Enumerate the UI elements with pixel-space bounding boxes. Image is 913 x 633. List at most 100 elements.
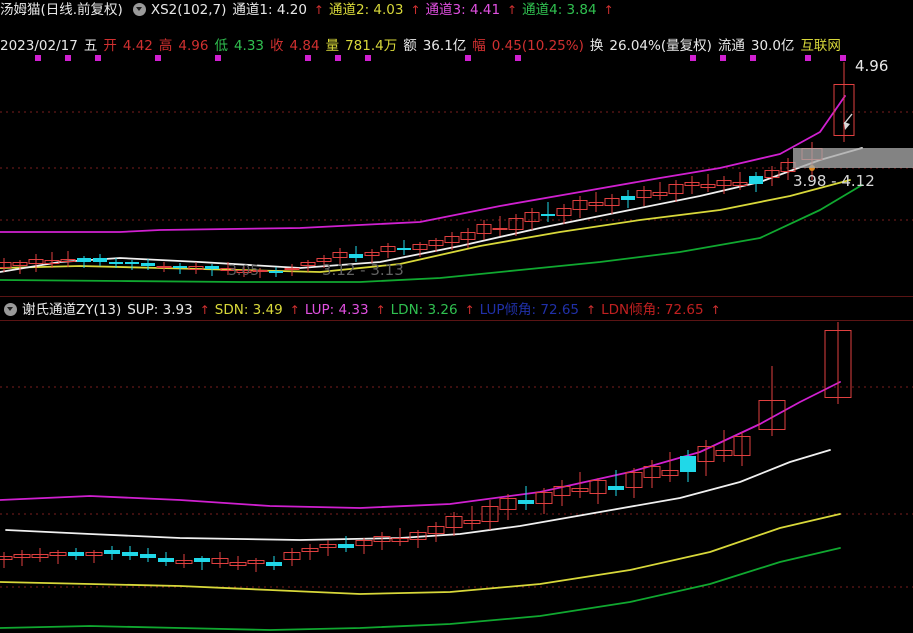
float-label: 流通 xyxy=(717,38,745,54)
indicator-title: 谢氏通道ZY(13) xyxy=(22,302,122,318)
candlestick xyxy=(625,468,643,498)
channel-chart-pane[interactable] xyxy=(0,322,913,633)
candlestick xyxy=(758,366,786,436)
candlestick xyxy=(284,264,300,276)
candlestick xyxy=(109,258,123,268)
high-value: 4.96 xyxy=(178,38,209,54)
sup-value-arrow-icon: ↑ xyxy=(199,303,210,317)
indicator-name: XS2(102,7) xyxy=(150,2,227,18)
channel3-value-arrow-icon: ↑ xyxy=(507,3,518,17)
zy-line-sdn xyxy=(0,513,841,595)
lup-angle-value-arrow-icon: ↑ xyxy=(586,303,597,317)
marker-dot xyxy=(840,55,846,61)
candlestick xyxy=(621,190,635,208)
candlestick xyxy=(140,548,156,562)
low-label: 低 xyxy=(214,38,228,54)
candlestick xyxy=(412,242,428,257)
lup-angle-value: LUP倾角: 72.65 xyxy=(479,302,579,318)
chevron-down-circle-icon[interactable] xyxy=(4,302,17,316)
close-label: 收 xyxy=(270,38,284,54)
channel-line-white xyxy=(0,147,863,273)
candlestick xyxy=(460,228,476,248)
candlestick xyxy=(524,208,540,230)
candlestick xyxy=(220,262,236,275)
candlestick xyxy=(266,556,282,570)
candlestick xyxy=(141,259,155,270)
quote-date: 2023/02/17 xyxy=(0,38,78,54)
candlestick xyxy=(44,252,60,268)
quote-weekday: 五 xyxy=(83,38,98,54)
ldn-angle-value-arrow-icon: ↑ xyxy=(710,303,721,317)
candlestick xyxy=(158,552,174,566)
candlestick xyxy=(445,512,463,536)
candlestick xyxy=(391,528,409,546)
candlestick xyxy=(60,251,76,267)
marker-dot xyxy=(465,55,471,61)
candlestick xyxy=(31,548,49,562)
sector-tag: 互联网 xyxy=(800,38,841,54)
marker-dot xyxy=(805,55,811,61)
volume-value: 781.4万 xyxy=(345,38,398,54)
ldn-angle-value: LDN倾角: 72.65 xyxy=(601,302,704,318)
candlestick xyxy=(319,540,337,556)
candlestick xyxy=(833,62,855,142)
sup-value: SUP: 3.93 xyxy=(127,302,193,318)
candlestick xyxy=(247,558,265,572)
candlestick xyxy=(824,322,852,404)
chevron-down-circle-icon[interactable] xyxy=(132,2,146,16)
candlestick xyxy=(301,544,319,560)
candlestick xyxy=(492,216,508,236)
candlestick xyxy=(571,472,589,498)
price-chart-pane[interactable] xyxy=(0,52,913,295)
channel1-value: 通道1: 4.20 xyxy=(232,2,307,18)
channel4-value-arrow-icon: ↑ xyxy=(603,3,614,17)
candlestick xyxy=(409,530,427,548)
candlestick xyxy=(229,556,247,570)
candlestick xyxy=(28,254,44,272)
channel1-value-arrow-icon: ↑ xyxy=(313,3,324,17)
candlestick xyxy=(175,554,193,568)
candlestick xyxy=(764,166,780,186)
candlestick xyxy=(12,260,28,274)
volume-label: 量 xyxy=(325,38,340,54)
candlestick xyxy=(476,220,492,240)
amplitude-value: 0.45(10.25%) xyxy=(491,38,584,54)
candlestick xyxy=(643,460,661,488)
marker-dot xyxy=(365,55,371,61)
candlestick xyxy=(556,204,572,224)
candlestick xyxy=(508,214,524,236)
candlestick xyxy=(589,478,607,504)
candlestick xyxy=(194,556,210,570)
candlestick xyxy=(588,192,604,212)
amount-label: 额 xyxy=(403,38,417,54)
marker-dot xyxy=(515,55,521,61)
candlestick xyxy=(499,494,517,520)
candlestick xyxy=(668,180,684,202)
channel-line-yellow xyxy=(0,179,851,273)
price-chart-svg xyxy=(0,55,913,283)
marker-dot xyxy=(155,55,161,61)
pane-divider-top xyxy=(0,296,913,297)
high-label: 高 xyxy=(158,38,173,54)
candlestick xyxy=(316,255,332,268)
candlestick xyxy=(252,268,268,278)
candlestick xyxy=(715,430,733,462)
callout-arrow-icon xyxy=(843,113,853,125)
candlestick xyxy=(156,262,172,272)
candlestick xyxy=(49,550,67,564)
candlestick xyxy=(0,552,13,568)
ldn-value-arrow-icon: ↑ xyxy=(464,303,475,317)
candlestick xyxy=(518,486,534,510)
candlestick xyxy=(444,232,460,250)
amount-value: 36.1亿 xyxy=(422,38,467,54)
marker-dot xyxy=(750,55,756,61)
candlestick xyxy=(349,246,363,262)
candlestick xyxy=(636,186,652,206)
candlestick xyxy=(85,550,103,563)
callout-arrow-head-icon xyxy=(844,122,850,130)
marker-dot xyxy=(305,55,311,61)
channel-chart-svg xyxy=(0,322,913,631)
close-value: 4.84 xyxy=(289,38,320,54)
candlestick xyxy=(608,470,624,496)
